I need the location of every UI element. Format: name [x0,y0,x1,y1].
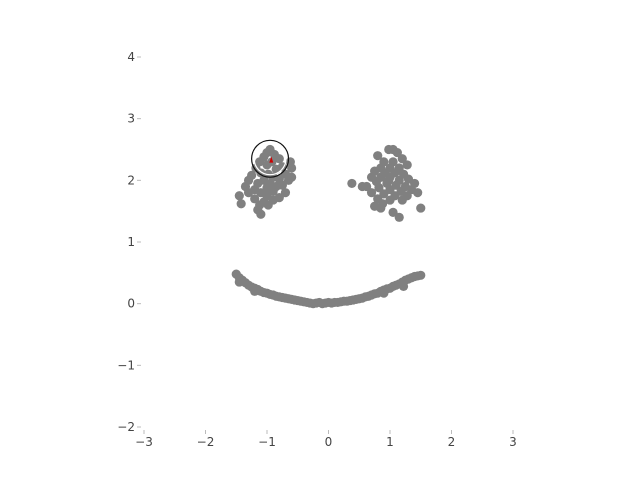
x-axis: −3 −2 −1 0 1 2 3 [135,430,517,449]
scatter-point [256,209,266,219]
x-tick-label: 1 [386,435,394,449]
x-tick-label: −2 [197,435,215,449]
scatter-point [416,203,426,213]
x-tick-label: −3 [135,435,153,449]
scatter-point [271,164,281,174]
scatter-point [234,191,244,201]
scatter-point [388,207,398,217]
x-tick-label: −1 [258,435,276,449]
y-tick-label: 1 [127,235,135,249]
y-axis: −2 −1 0 1 2 3 4 [117,50,141,434]
y-tick-label: 3 [127,112,135,126]
scatter-point [373,151,383,161]
scatter-point [262,160,272,170]
scatter-point [416,270,426,280]
scatter-point [413,188,423,198]
x-tick-label: 3 [509,435,517,449]
scatter-point [394,212,404,222]
scatter-point [256,168,266,178]
x-tick-label: 0 [325,435,333,449]
scatter-point [357,181,367,192]
scatter-point [379,288,389,298]
y-tick-label: 4 [127,50,135,64]
scatter-point [397,195,407,205]
y-tick-label: −2 [117,420,135,434]
scatter-point [250,286,260,296]
scatter-point [263,200,273,210]
scatter-point [398,281,409,291]
annotation-circle-inner [253,142,287,176]
scatter-point [402,160,412,170]
scatter-point [280,188,291,198]
y-tick-label: −1 [117,358,135,372]
scatter-point [385,195,395,205]
scatter-point [274,154,284,164]
scatter-point [366,188,377,198]
data-points [231,144,426,309]
scatter-point [374,183,384,193]
scatter-point [287,172,297,182]
scatter-point [234,277,244,287]
x-tick-label: 2 [448,435,456,449]
annotation-circle [251,139,290,178]
scatter-point [384,175,394,185]
highlight-point [269,156,274,163]
scatter-point [379,189,389,199]
annotation-layer [251,139,290,178]
scatter-point [250,194,260,204]
scatter-point [392,147,402,158]
y-tick-label: 0 [127,297,135,311]
scatter-point [236,199,246,209]
scatter-point [376,203,386,213]
scatter-point [347,178,357,189]
scatter-point [397,154,407,164]
y-tick-label: 2 [127,173,135,187]
scatter-point [243,188,254,198]
